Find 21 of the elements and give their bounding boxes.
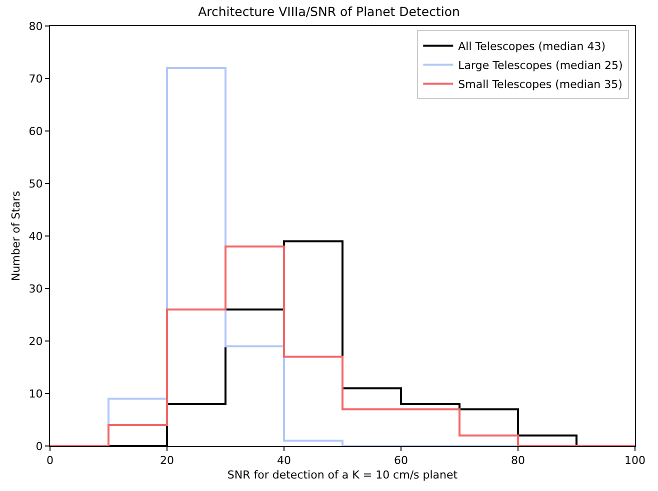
y-tick-label: 0 <box>36 440 43 453</box>
y-tick-label: 40 <box>28 230 43 243</box>
x-tick-label: 100 <box>624 454 646 468</box>
x-tick-label: 80 <box>511 454 525 468</box>
x-tick-label: 60 <box>394 454 408 468</box>
y-tick-label: 50 <box>28 177 43 190</box>
legend-label: Large Telescopes (median 25) <box>458 58 623 72</box>
y-axis-title: Number of Stars <box>9 190 22 282</box>
y-tick-label: 70 <box>28 72 43 86</box>
legend-label: All Telescopes (median 43) <box>458 40 606 53</box>
x-tick-label: 20 <box>160 454 174 468</box>
legend-label: Small Telescopes (median 35) <box>458 78 622 91</box>
y-tick-label: 80 <box>28 20 43 33</box>
y-tick-label: 60 <box>28 124 43 138</box>
y-tick-label: 30 <box>28 282 43 296</box>
x-tick-label: 40 <box>277 454 291 468</box>
x-tick-label: 0 <box>46 454 54 468</box>
x-axis-title: SNR for detection of a K = 10 cm/s planet <box>227 468 458 482</box>
y-tick-label: 20 <box>28 334 43 348</box>
y-tick-label: 10 <box>28 387 43 400</box>
chart-title: Architecture VIIIa/SNR of Planet Detection <box>198 4 460 20</box>
